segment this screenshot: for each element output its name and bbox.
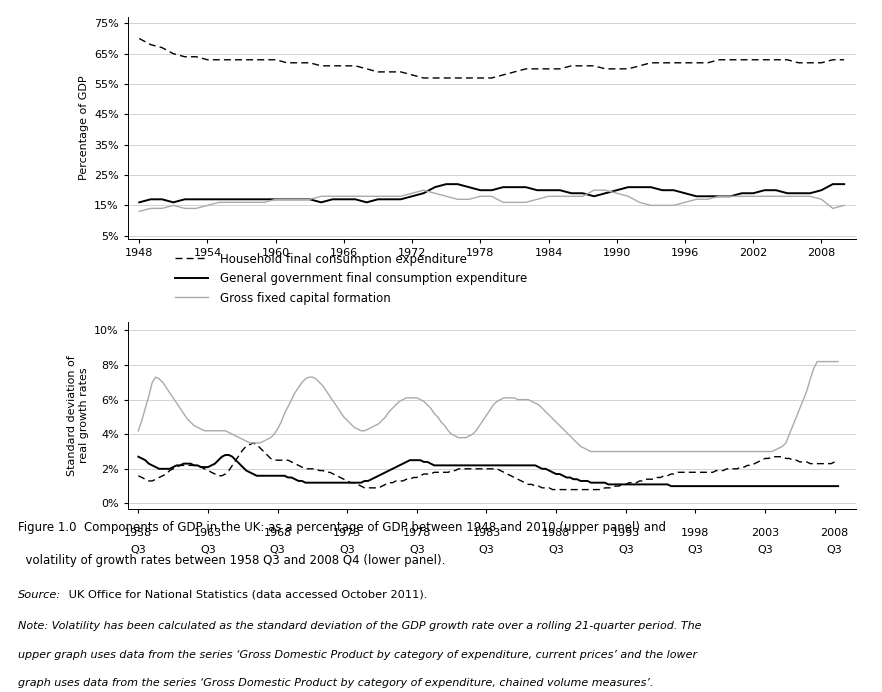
Text: Q3: Q3 xyxy=(757,545,773,555)
Text: 1993: 1993 xyxy=(611,528,639,538)
Text: graph uses data from the series ‘Gross Domestic Product by category of expenditu: graph uses data from the series ‘Gross D… xyxy=(18,678,653,688)
Text: UK Office for National Statistics (data accessed October 2011).: UK Office for National Statistics (data … xyxy=(64,590,427,600)
Legend: Household final consumption expenditure, General government final consumption ex: Household final consumption expenditure,… xyxy=(170,248,532,309)
Y-axis label: Percentage of GDP: Percentage of GDP xyxy=(78,75,88,181)
Y-axis label: Standard deviation of
real growth rates: Standard deviation of real growth rates xyxy=(67,355,89,475)
Text: 1988: 1988 xyxy=(542,528,571,538)
Text: Q3: Q3 xyxy=(479,545,495,555)
Text: Q3: Q3 xyxy=(618,545,633,555)
Text: 1978: 1978 xyxy=(403,528,431,538)
Text: Q3: Q3 xyxy=(687,545,703,555)
Text: upper graph uses data from the series ‘Gross Domestic Product by category of exp: upper graph uses data from the series ‘G… xyxy=(18,650,697,659)
Text: Q3: Q3 xyxy=(549,545,564,555)
Text: 1983: 1983 xyxy=(473,528,501,538)
Text: volatility of growth rates between 1958 Q3 and 2008 Q4 (lower panel).: volatility of growth rates between 1958 … xyxy=(18,554,445,567)
Text: 1973: 1973 xyxy=(333,528,362,538)
Text: Q3: Q3 xyxy=(131,545,146,555)
Text: 2003: 2003 xyxy=(751,528,779,538)
Text: Q3: Q3 xyxy=(340,545,355,555)
Text: Q3: Q3 xyxy=(200,545,216,555)
Text: 1958: 1958 xyxy=(124,528,153,538)
Text: 1963: 1963 xyxy=(194,528,222,538)
Text: Figure 1.0  Components of GDP in the UK: as a percentage of GDP between 1948 and: Figure 1.0 Components of GDP in the UK: … xyxy=(18,521,666,534)
Text: 1998: 1998 xyxy=(681,528,710,538)
Text: Q3: Q3 xyxy=(826,545,842,555)
Text: 1968: 1968 xyxy=(264,528,292,538)
Text: 2008: 2008 xyxy=(820,528,848,538)
Text: Source:: Source: xyxy=(18,590,61,600)
Text: Q3: Q3 xyxy=(409,545,425,555)
Text: Note: Volatility has been calculated as the standard deviation of the GDP growth: Note: Volatility has been calculated as … xyxy=(18,621,701,631)
Text: Q3: Q3 xyxy=(270,545,286,555)
